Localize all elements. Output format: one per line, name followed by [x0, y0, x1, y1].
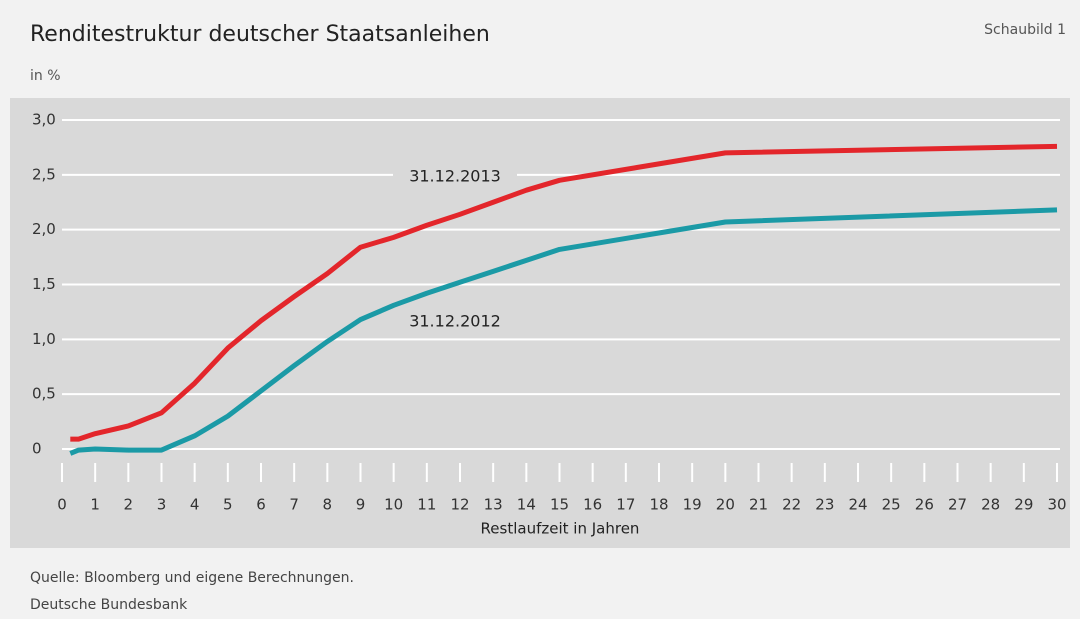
- x-tick-label: 24: [848, 496, 867, 514]
- source: Quelle: Bloomberg und eigene Berechnunge…: [30, 570, 354, 586]
- y-tick-label: 2,0: [32, 220, 56, 238]
- x-tick-label: 16: [583, 496, 602, 514]
- x-tick-label: 8: [323, 496, 333, 514]
- x-tick-label: 10: [384, 496, 403, 514]
- x-tick-label: 0: [57, 496, 67, 514]
- x-tick-label: 23: [815, 496, 834, 514]
- series-label: 31.12.2012: [409, 312, 501, 331]
- x-tick-label: 15: [550, 496, 569, 514]
- x-tick-label: 14: [517, 496, 536, 514]
- x-tick-label: 3: [157, 496, 167, 514]
- x-tick-label: 1: [90, 496, 100, 514]
- x-tick-label: 13: [484, 496, 503, 514]
- y-tick-label: 2,5: [32, 165, 56, 183]
- series-line: [70, 143, 1058, 442]
- x-tick-label: 9: [356, 496, 366, 514]
- x-tick-label: 21: [749, 496, 768, 514]
- label-background: [393, 167, 517, 187]
- x-axis-label: Restlaufzeit in Jahren: [481, 520, 640, 538]
- x-tick-label: 25: [882, 496, 901, 514]
- x-tick-label: 29: [1014, 496, 1033, 514]
- y-unit: in %: [30, 68, 61, 84]
- x-tick-label: 26: [915, 496, 934, 514]
- x-tick-label: 5: [223, 496, 233, 514]
- x-tick-label: 19: [683, 496, 702, 514]
- publisher: Deutsche Bundesbank: [30, 597, 188, 613]
- x-tick-label: 22: [782, 496, 801, 514]
- x-tick-label: 6: [256, 496, 266, 514]
- plot-area: [10, 98, 1070, 548]
- x-tick-label: 12: [450, 496, 469, 514]
- chart-title: Renditestruktur deutscher Staatsanleihen: [30, 22, 490, 47]
- x-tick-label: 27: [948, 496, 967, 514]
- x-tick-label: 28: [981, 496, 1000, 514]
- series-line: [69, 207, 1058, 456]
- y-tick-label: 0,5: [32, 385, 56, 403]
- corner-label: Schaubild 1: [984, 22, 1066, 38]
- x-tick-label: 2: [124, 496, 134, 514]
- y-tick-label: 3,0: [32, 111, 56, 129]
- y-tick-label: 1,5: [32, 275, 56, 293]
- x-tick-label: 18: [649, 496, 668, 514]
- x-tick-label: 30: [1047, 496, 1066, 514]
- y-tick-label: 0: [32, 440, 42, 458]
- x-tick-label: 20: [716, 496, 735, 514]
- x-tick-label: 4: [190, 496, 200, 514]
- x-tick-label: 11: [417, 496, 436, 514]
- x-tick-label: 17: [616, 496, 635, 514]
- y-tick-label: 1,0: [32, 330, 56, 348]
- x-tick-label: 7: [289, 496, 299, 514]
- series-label: 31.12.2013: [409, 167, 501, 186]
